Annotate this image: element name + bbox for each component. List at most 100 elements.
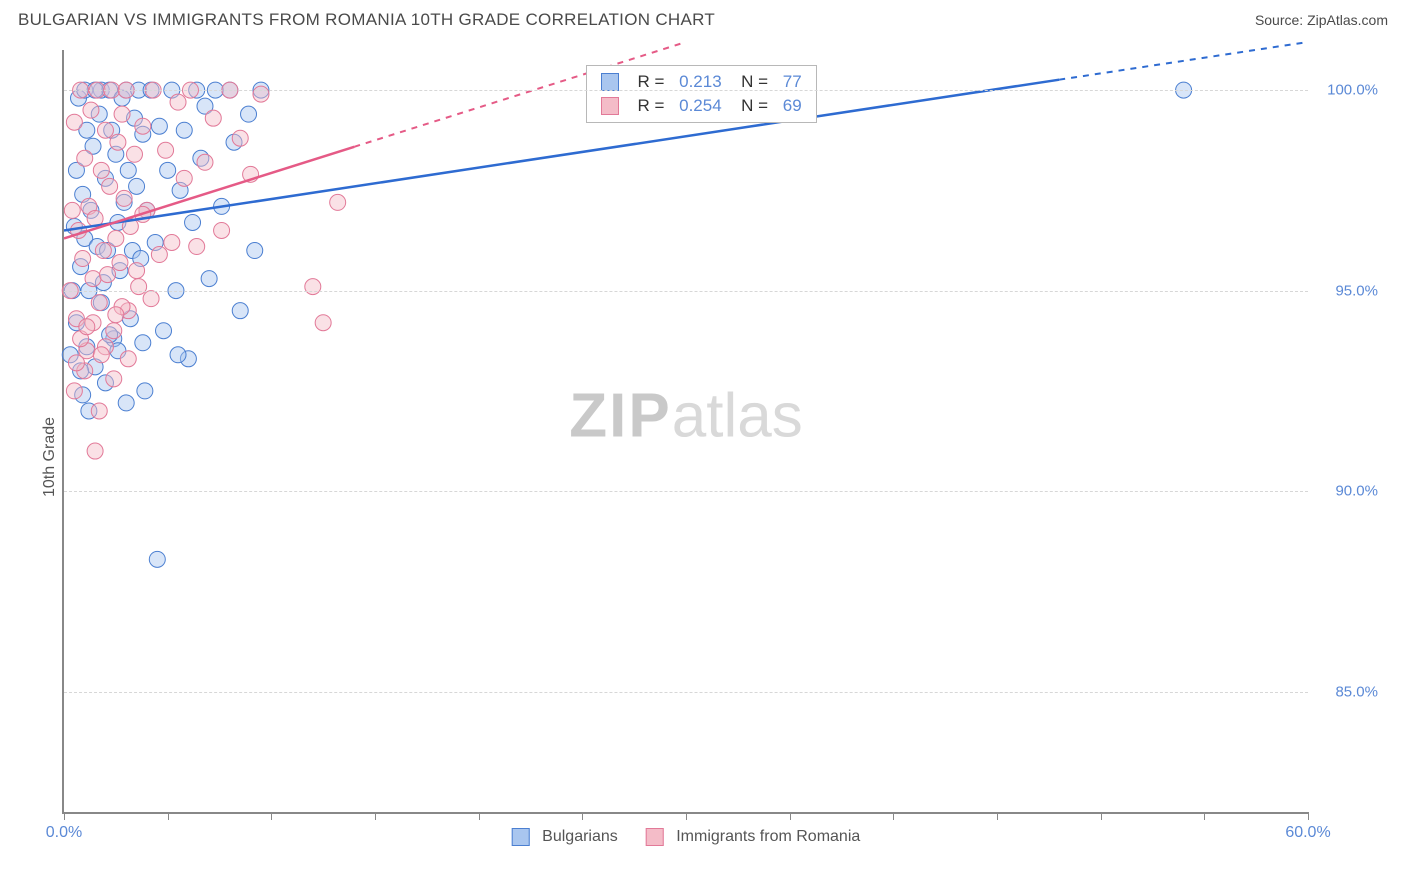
y-tick-label: 100.0%	[1318, 82, 1378, 99]
data-point	[253, 86, 269, 102]
data-point	[75, 251, 91, 267]
chart-svg	[64, 50, 1308, 812]
data-point	[330, 194, 346, 210]
data-point	[170, 94, 186, 110]
data-point	[106, 323, 122, 339]
y-tick-label: 90.0%	[1318, 483, 1378, 500]
series-legend-item: Immigrants from Romania	[646, 828, 861, 846]
series-legend-label: Immigrants from Romania	[676, 828, 860, 845]
data-point	[87, 443, 103, 459]
grid-line	[64, 90, 1308, 91]
legend-r-value: 0.254	[679, 96, 722, 116]
data-point	[164, 235, 180, 251]
x-tick	[1308, 812, 1309, 820]
x-tick	[271, 812, 272, 820]
data-point	[120, 351, 136, 367]
data-point	[91, 403, 107, 419]
series-legend: Bulgarians Immigrants from Romania	[512, 828, 861, 846]
data-point	[176, 122, 192, 138]
trend-line-dashed	[1059, 42, 1308, 80]
data-point	[247, 243, 263, 259]
data-point	[129, 178, 145, 194]
correlation-legend: R = 0.213 N = 77 R = 0.254 N = 69	[586, 65, 816, 123]
data-point	[64, 202, 80, 218]
data-point	[232, 130, 248, 146]
data-point	[108, 230, 124, 246]
data-point	[232, 303, 248, 319]
data-point	[315, 315, 331, 331]
chart-container: 10th Grade ZIPatlas R = 0.213 N = 77 R =…	[18, 40, 1388, 874]
y-tick-label: 95.0%	[1318, 282, 1378, 299]
data-point	[160, 162, 176, 178]
data-point	[100, 267, 116, 283]
data-point	[158, 142, 174, 158]
data-point	[95, 243, 111, 259]
legend-swatch	[646, 828, 664, 846]
plot-area: ZIPatlas R = 0.213 N = 77 R = 0.254 N = …	[62, 50, 1308, 814]
data-point	[305, 279, 321, 295]
x-tick	[997, 812, 998, 820]
data-point	[197, 154, 213, 170]
x-tick	[893, 812, 894, 820]
data-point	[149, 551, 165, 567]
series-legend-label: Bulgarians	[542, 828, 618, 845]
x-tick	[686, 812, 687, 820]
data-point	[214, 222, 230, 238]
data-point	[108, 307, 124, 323]
legend-row: R = 0.254 N = 69	[601, 96, 801, 116]
data-point	[156, 323, 172, 339]
data-point	[68, 355, 84, 371]
x-tick	[1204, 812, 1205, 820]
chart-header: BULGARIAN VS IMMIGRANTS FROM ROMANIA 10T…	[0, 0, 1406, 38]
data-point	[120, 162, 136, 178]
data-point	[91, 295, 107, 311]
x-tick	[790, 812, 791, 820]
data-point	[106, 371, 122, 387]
data-point	[185, 214, 201, 230]
legend-swatch	[601, 73, 619, 91]
data-point	[201, 271, 217, 287]
data-point	[102, 178, 118, 194]
x-tick	[1101, 812, 1102, 820]
grid-line	[64, 291, 1308, 292]
data-point	[118, 395, 134, 411]
data-point	[93, 347, 109, 363]
data-point	[129, 263, 145, 279]
x-tick	[479, 812, 480, 820]
legend-r-label: R =	[637, 96, 669, 116]
series-legend-item: Bulgarians	[512, 828, 618, 846]
data-point	[77, 150, 93, 166]
legend-swatch	[512, 828, 530, 846]
y-tick-label: 85.0%	[1318, 683, 1378, 700]
data-point	[189, 239, 205, 255]
source-label: Source: ZipAtlas.com	[1255, 12, 1388, 28]
legend-n-value: 69	[783, 96, 802, 116]
data-point	[143, 291, 159, 307]
x-tick	[64, 812, 65, 820]
data-point	[137, 383, 153, 399]
grid-line	[64, 491, 1308, 492]
grid-line	[64, 692, 1308, 693]
data-point	[93, 162, 109, 178]
data-point	[170, 347, 186, 363]
data-point	[205, 110, 221, 126]
data-point	[135, 118, 151, 134]
data-point	[85, 271, 101, 287]
data-point	[66, 383, 82, 399]
legend-n-label: N =	[732, 96, 773, 116]
data-point	[131, 279, 147, 295]
data-point	[83, 102, 99, 118]
data-point	[176, 170, 192, 186]
x-tick	[168, 812, 169, 820]
trend-line	[64, 80, 1059, 231]
y-axis-label: 10th Grade	[41, 417, 59, 497]
data-point	[79, 319, 95, 335]
data-point	[116, 190, 132, 206]
x-tick-label: 60.0%	[1285, 824, 1330, 842]
data-point	[241, 106, 257, 122]
data-point	[135, 335, 151, 351]
data-point	[126, 146, 142, 162]
data-point	[151, 247, 167, 263]
data-point	[112, 255, 128, 271]
x-tick-label: 0.0%	[46, 824, 82, 842]
